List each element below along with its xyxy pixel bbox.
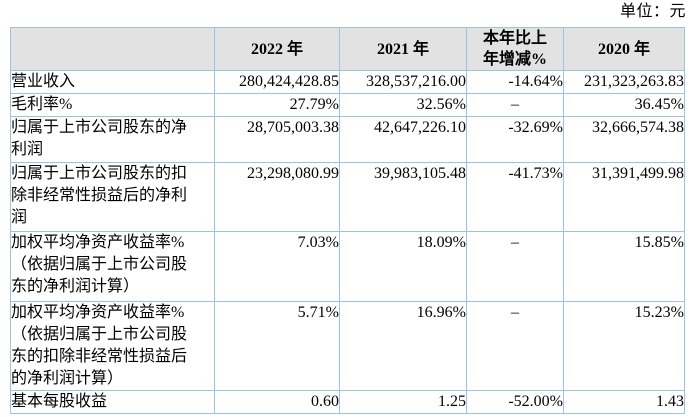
row-label: 加权平均净资产收益率% （依据归属于上市公司股 东的扣除非经常性损益后 的净利润… bbox=[10, 301, 215, 391]
row-label-line: 营业收入 bbox=[11, 73, 76, 90]
value-2020: 15.85% bbox=[563, 231, 685, 302]
row-label-line: （依据归属于上市公司股 bbox=[11, 326, 188, 343]
value-2021: 16.96% bbox=[339, 301, 467, 391]
value-2021: 39,983,105.48 bbox=[339, 162, 467, 232]
table-row-weighted-roe-deducted: 加权平均净资产收益率% （依据归属于上市公司股 东的扣除非经常性损益后 的净利润… bbox=[10, 301, 685, 391]
table-row-operating-revenue: 营业收入 280,424,428.85 328,537,216.00 -14.6… bbox=[10, 70, 685, 94]
header-row: 2022 年 2021 年 本年比上 年增减% 2020 年 bbox=[10, 27, 685, 71]
value-2021: 1.25 bbox=[339, 390, 467, 414]
row-label: 归属于上市公司股东的净 利润 bbox=[10, 116, 215, 163]
row-label-line: 东的净利润计算） bbox=[11, 278, 140, 295]
table-header: 2022 年 2021 年 本年比上 年增减% 2020 年 bbox=[10, 27, 685, 71]
row-label-line: 除非经常性损益后的净利 bbox=[11, 187, 188, 204]
row-label: 营业收入 bbox=[10, 70, 215, 94]
header-year-2021: 2021 年 bbox=[339, 27, 467, 71]
table-row-net-profit: 归属于上市公司股东的净 利润 28,705,003.38 42,647,226.… bbox=[10, 116, 685, 163]
row-label: 加权平均净资产收益率% （依据归属于上市公司股 东的净利润计算） bbox=[10, 231, 215, 302]
header-year-2020: 2020 年 bbox=[563, 27, 685, 71]
value-2022: 28,705,003.38 bbox=[214, 116, 340, 163]
row-label-line: （依据归属于上市公司股 bbox=[11, 256, 188, 273]
value-change: – bbox=[466, 93, 564, 117]
value-2022: 0.60 bbox=[214, 390, 340, 414]
value-2020: 32,666,574.38 bbox=[563, 116, 685, 163]
header-empty-cell bbox=[10, 27, 215, 71]
value-2021: 32.56% bbox=[339, 93, 467, 117]
value-2022: 23,298,080.99 bbox=[214, 162, 340, 232]
value-2020: 15.23% bbox=[563, 301, 685, 391]
value-2021: 42,647,226.10 bbox=[339, 116, 467, 163]
table-row-gross-margin: 毛利率% 27.79% 32.56% – 36.45% bbox=[10, 93, 685, 117]
value-change: – bbox=[466, 301, 564, 391]
row-label-line: 东的扣除非经常性损益后 bbox=[11, 348, 188, 365]
unit-label: 单位：元 bbox=[619, 3, 686, 20]
value-2021: 328,537,216.00 bbox=[339, 70, 467, 94]
row-label-line: 归属于上市公司股东的扣 bbox=[11, 165, 188, 182]
row-label-line: 润 bbox=[11, 209, 28, 226]
value-2020: 36.45% bbox=[563, 93, 685, 117]
value-change: -32.69% bbox=[466, 116, 564, 163]
row-label-line: 加权平均净资产收益率% bbox=[11, 304, 185, 321]
value-2022: 27.79% bbox=[214, 93, 340, 117]
table-row-net-profit-deducted: 归属于上市公司股东的扣 除非经常性损益后的净利 润 23,298,080.99 … bbox=[10, 162, 685, 232]
table-body: 营业收入 280,424,428.85 328,537,216.00 -14.6… bbox=[10, 70, 685, 414]
value-change: -41.73% bbox=[466, 162, 564, 232]
row-label-line: 利润 bbox=[11, 141, 44, 158]
value-2022: 5.71% bbox=[214, 301, 340, 391]
row-label: 毛利率% bbox=[10, 93, 215, 117]
row-label-line: 归属于上市公司股东的净 bbox=[11, 119, 188, 136]
row-label-line: 毛利率% bbox=[11, 96, 73, 113]
row-label-line: 的净利润计算） bbox=[11, 370, 124, 387]
header-change-line1: 本年比上 bbox=[482, 30, 547, 47]
value-change: -14.64% bbox=[466, 70, 564, 94]
financial-summary-table: 2022 年 2021 年 本年比上 年增减% 2020 年 营业收入 280,… bbox=[10, 27, 685, 414]
header-change-yoy: 本年比上 年增减% bbox=[466, 27, 564, 71]
value-2020: 231,323,263.83 bbox=[563, 70, 685, 94]
header-year-2022: 2022 年 bbox=[214, 27, 340, 71]
value-change: – bbox=[466, 231, 564, 302]
value-2021: 18.09% bbox=[339, 231, 467, 302]
table-row-basic-eps: 基本每股收益 0.60 1.25 -52.00% 1.43 bbox=[10, 390, 685, 414]
value-2020: 31,391,499.98 bbox=[563, 162, 685, 232]
row-label: 归属于上市公司股东的扣 除非经常性损益后的净利 润 bbox=[10, 162, 215, 232]
value-2022: 7.03% bbox=[214, 231, 340, 302]
value-2020: 1.43 bbox=[563, 390, 685, 414]
row-label-line: 基本每股收益 bbox=[11, 393, 108, 410]
value-2022: 280,424,428.85 bbox=[214, 70, 340, 94]
table-row-weighted-roe: 加权平均净资产收益率% （依据归属于上市公司股 东的净利润计算） 7.03% 1… bbox=[10, 231, 685, 302]
row-label-line: 加权平均净资产收益率% bbox=[11, 234, 185, 251]
header-change-line2: 年增减% bbox=[482, 51, 547, 68]
row-label: 基本每股收益 bbox=[10, 390, 215, 414]
value-change: -52.00% bbox=[466, 390, 564, 414]
